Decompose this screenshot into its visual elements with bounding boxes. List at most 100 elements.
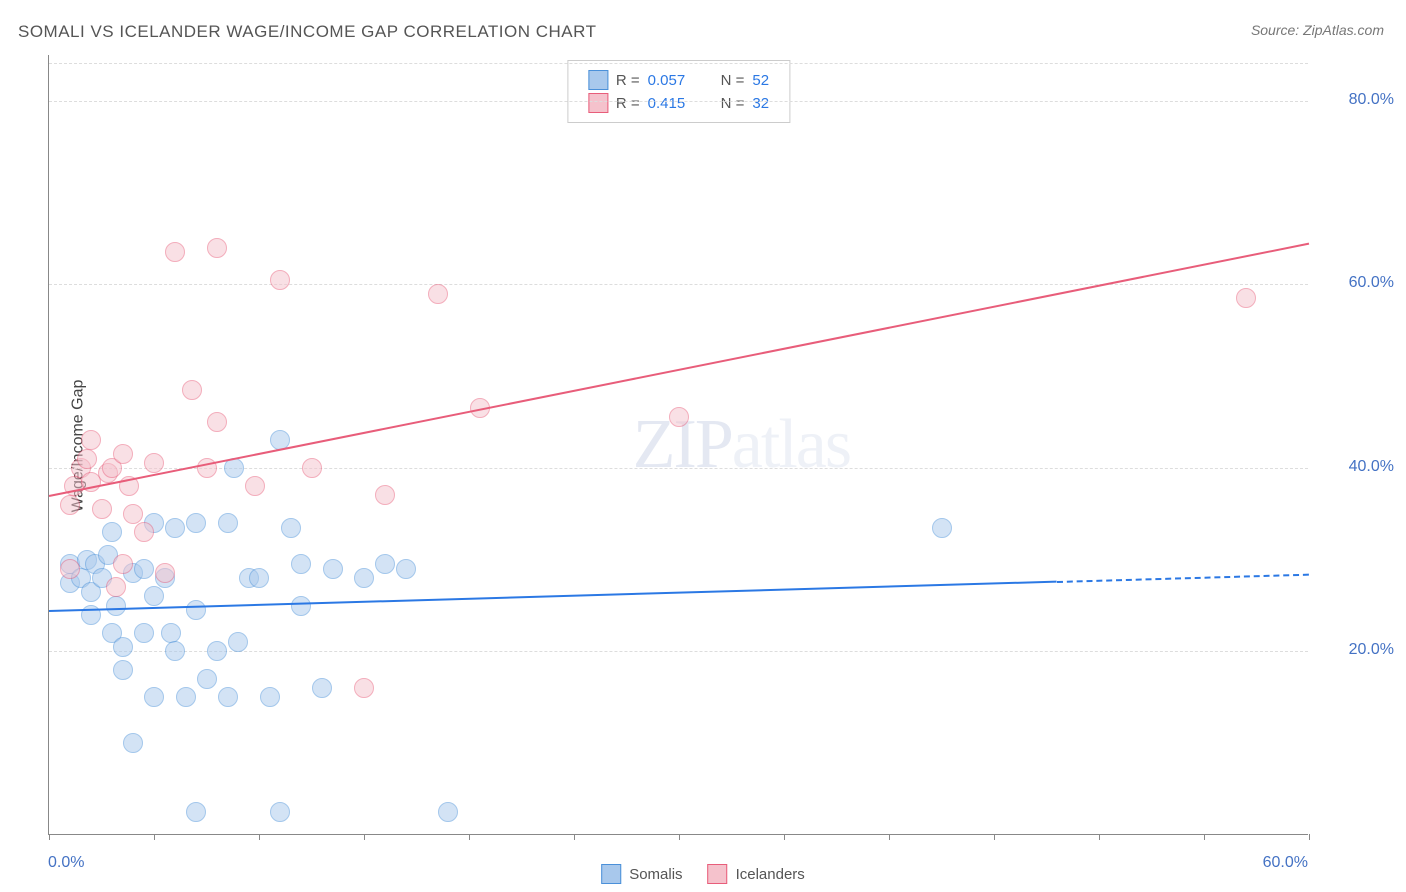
x-tick-label: 60.0%: [1263, 854, 1308, 872]
legend-item-somalis: Somalis: [601, 864, 682, 884]
x-tick: [679, 834, 680, 840]
data-point-somalis: [218, 513, 238, 533]
data-point-icelanders: [155, 563, 175, 583]
data-point-somalis: [144, 687, 164, 707]
trend-line-somalis: [1057, 573, 1309, 582]
legend-swatch: [601, 864, 621, 884]
x-tick: [1099, 834, 1100, 840]
data-point-icelanders: [123, 504, 143, 524]
x-tick: [49, 834, 50, 840]
data-point-icelanders: [375, 485, 395, 505]
data-point-somalis: [438, 802, 458, 822]
data-point-icelanders: [182, 380, 202, 400]
data-point-somalis: [197, 669, 217, 689]
legend-label: Somalis: [629, 866, 682, 883]
data-point-somalis: [249, 568, 269, 588]
source-label: Source: ZipAtlas.com: [1251, 22, 1384, 38]
data-point-icelanders: [245, 476, 265, 496]
data-point-somalis: [323, 559, 343, 579]
grid-line: [49, 284, 1308, 285]
y-tick-label: 60.0%: [1349, 274, 1394, 292]
data-point-icelanders: [354, 678, 374, 698]
data-point-icelanders: [60, 559, 80, 579]
grid-line: [49, 63, 1308, 64]
data-point-icelanders: [669, 407, 689, 427]
trend-line-somalis: [49, 581, 1057, 612]
legend-r-label: R =: [616, 95, 640, 112]
data-point-somalis: [281, 518, 301, 538]
grid-line: [49, 101, 1308, 102]
watermark: ZIPatlas: [633, 405, 850, 485]
data-point-icelanders: [207, 412, 227, 432]
legend-r-value: 0.057: [648, 72, 698, 89]
scatter-plot-area: ZIPatlas R = 0.057 N = 52 R = 0.415 N = 32: [48, 55, 1308, 835]
data-point-somalis: [186, 513, 206, 533]
data-point-icelanders: [92, 499, 112, 519]
data-point-icelanders: [106, 577, 126, 597]
x-tick: [1309, 834, 1310, 840]
data-point-icelanders: [207, 238, 227, 258]
data-point-icelanders: [165, 242, 185, 262]
legend-row-icelanders: R = 0.415 N = 32: [588, 93, 769, 113]
data-point-somalis: [228, 632, 248, 652]
x-tick: [469, 834, 470, 840]
data-point-icelanders: [1236, 288, 1256, 308]
legend-swatch: [708, 864, 728, 884]
data-point-somalis: [144, 586, 164, 606]
data-point-somalis: [161, 623, 181, 643]
y-tick-label: 80.0%: [1349, 91, 1394, 109]
legend-n-label: N =: [721, 72, 745, 89]
data-point-icelanders: [113, 444, 133, 464]
legend-n-label: N =: [721, 95, 745, 112]
legend-swatch: [588, 70, 608, 90]
data-point-somalis: [218, 687, 238, 707]
x-tick: [889, 834, 890, 840]
legend-label: Icelanders: [736, 866, 805, 883]
x-tick: [259, 834, 260, 840]
legend-r-label: R =: [616, 72, 640, 89]
data-point-somalis: [134, 623, 154, 643]
x-tick: [1204, 834, 1205, 840]
data-point-icelanders: [302, 458, 322, 478]
data-point-somalis: [375, 554, 395, 574]
data-point-icelanders: [134, 522, 154, 542]
data-point-icelanders: [270, 270, 290, 290]
x-tick: [784, 834, 785, 840]
legend-item-icelanders: Icelanders: [708, 864, 805, 884]
data-point-somalis: [165, 641, 185, 661]
data-point-icelanders: [81, 430, 101, 450]
data-point-somalis: [176, 687, 196, 707]
x-tick: [154, 834, 155, 840]
data-point-somalis: [312, 678, 332, 698]
x-tick: [364, 834, 365, 840]
x-tick: [574, 834, 575, 840]
x-tick-label: 0.0%: [48, 854, 84, 872]
series-legend: Somalis Icelanders: [601, 864, 805, 884]
data-point-somalis: [270, 802, 290, 822]
legend-swatch: [588, 93, 608, 113]
x-tick: [994, 834, 995, 840]
legend-r-value: 0.415: [648, 95, 698, 112]
legend-n-value: 32: [752, 95, 769, 112]
data-point-somalis: [291, 554, 311, 574]
data-point-icelanders: [77, 449, 97, 469]
data-point-somalis: [354, 568, 374, 588]
data-point-somalis: [113, 660, 133, 680]
data-point-somalis: [186, 600, 206, 620]
data-point-somalis: [165, 518, 185, 538]
data-point-icelanders: [144, 453, 164, 473]
data-point-icelanders: [428, 284, 448, 304]
data-point-somalis: [123, 733, 143, 753]
y-tick-label: 20.0%: [1349, 641, 1394, 659]
chart-title: SOMALI VS ICELANDER WAGE/INCOME GAP CORR…: [18, 22, 596, 42]
data-point-somalis: [396, 559, 416, 579]
data-point-somalis: [291, 596, 311, 616]
data-point-somalis: [186, 802, 206, 822]
legend-row-somalis: R = 0.057 N = 52: [588, 70, 769, 90]
data-point-somalis: [113, 637, 133, 657]
data-point-icelanders: [113, 554, 133, 574]
data-point-somalis: [932, 518, 952, 538]
data-point-somalis: [102, 522, 122, 542]
y-tick-label: 40.0%: [1349, 458, 1394, 476]
legend-n-value: 52: [752, 72, 769, 89]
